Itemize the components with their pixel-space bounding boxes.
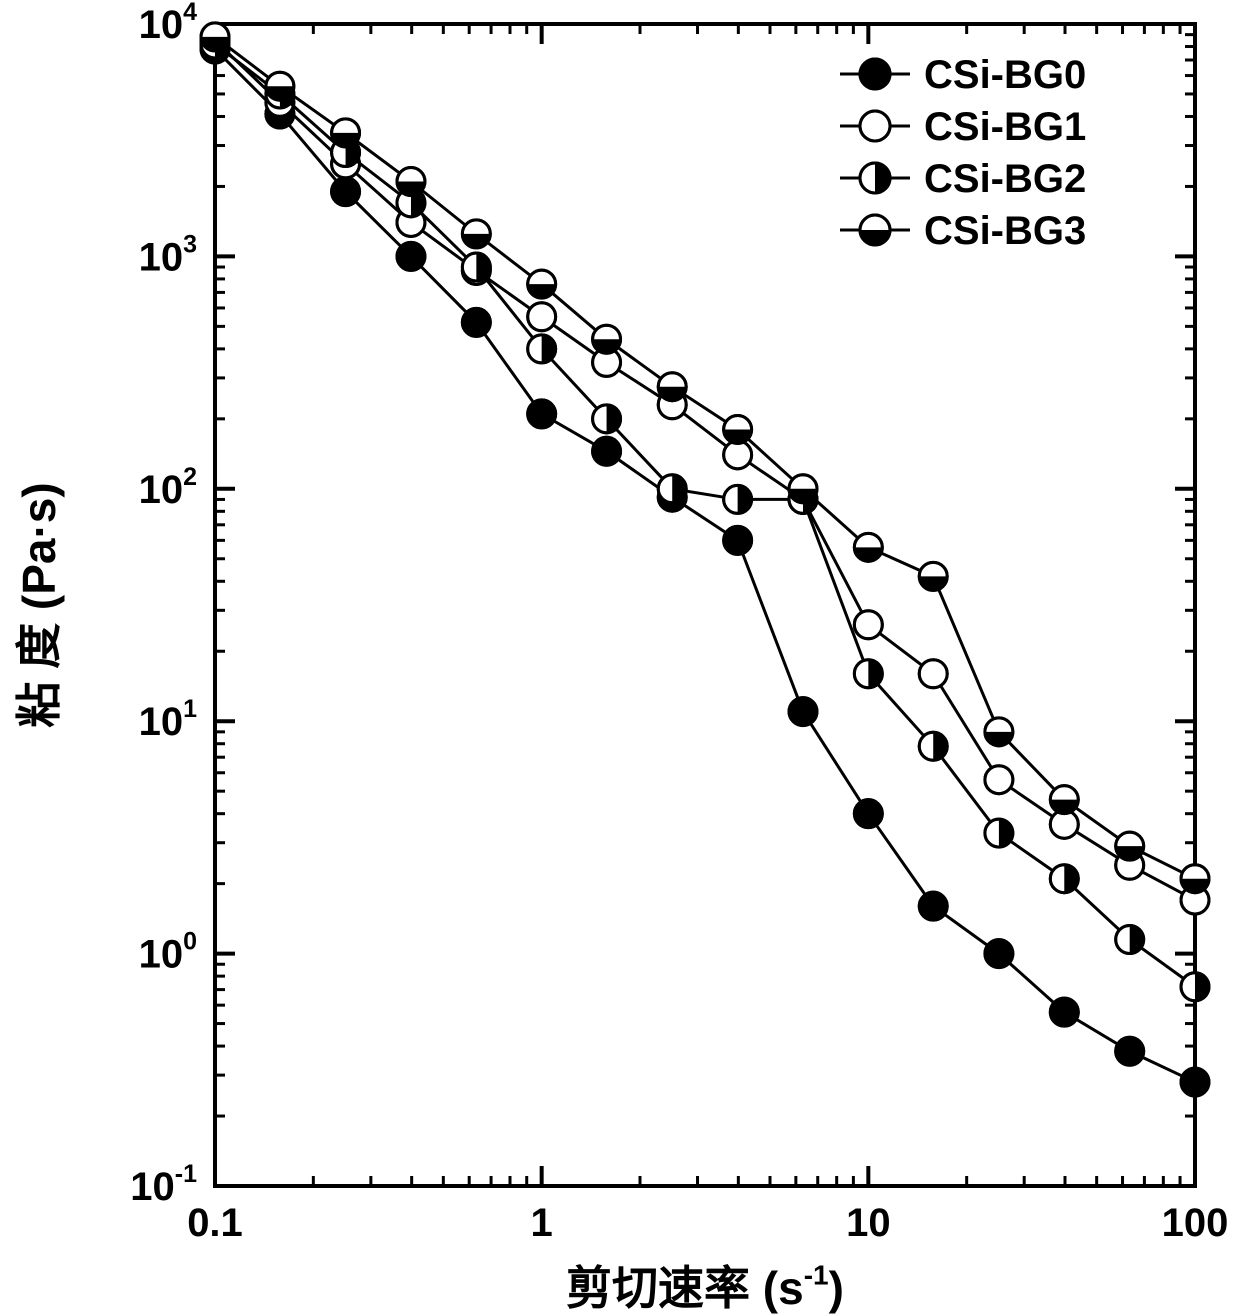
viscosity-chart: 0.111010010-1100101102103104剪切速率 (s-1)粘 … — [0, 0, 1240, 1316]
x-tick-label: 1 — [531, 1201, 553, 1245]
legend-label: CSi-BG0 — [924, 53, 1086, 97]
y-tick-label: 100 — [139, 928, 197, 977]
legend-label: CSi-BG3 — [924, 209, 1086, 253]
y-tick-label: 103 — [139, 230, 197, 279]
x-tick-label: 100 — [1162, 1201, 1229, 1245]
x-tick-label: 10 — [846, 1201, 891, 1245]
x-tick-label: 0.1 — [187, 1201, 243, 1245]
y-axis-title: 粘 度 (Pa·s) — [13, 482, 65, 727]
legend-label: CSi-BG1 — [924, 105, 1086, 149]
y-tick-label: 104 — [139, 0, 198, 47]
y-tick-label: 101 — [139, 695, 198, 744]
chart-svg: 0.111010010-1100101102103104剪切速率 (s-1)粘 … — [0, 0, 1240, 1316]
x-axis-title: 剪切速率 (s-1) — [566, 1260, 844, 1314]
y-tick-label: 102 — [139, 463, 197, 512]
legend-label: CSi-BG2 — [924, 157, 1086, 201]
